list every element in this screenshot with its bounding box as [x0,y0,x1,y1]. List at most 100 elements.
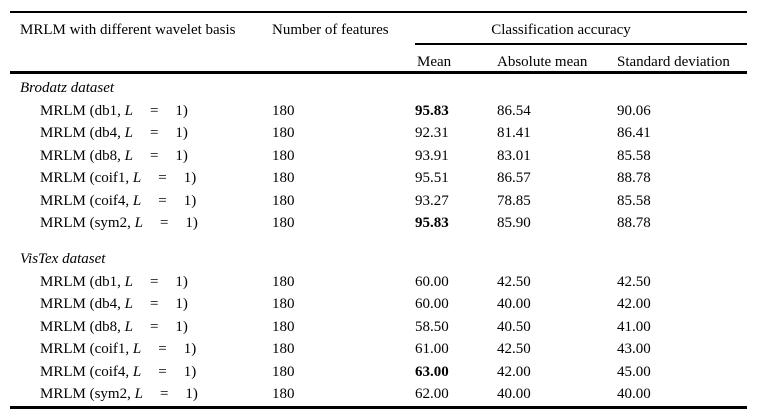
label-value: 1) [183,363,197,380]
label-value: 1) [183,170,197,187]
section-header-row: VisTex dataset [10,235,747,271]
label-equals: = [158,170,167,187]
label-prefix: MRLM (sym2, [40,215,135,232]
standard-deviation-cell: 85.58 [617,192,651,209]
label-variable: L [124,318,133,335]
label-prefix: MRLM (sym2, [40,386,135,403]
features-cell: 180 [272,296,295,313]
table-row: MRLM (sym2, L = 1) 180 62.00 40.00 40.00 [10,384,747,408]
label-equals: = [158,192,167,209]
wavelet-basis-cell: MRLM (db4, L = 1) [10,123,262,146]
mean-cell: 93.91 [415,147,449,164]
label-value: 1) [183,192,197,209]
features-cell: 180 [272,273,295,290]
features-cell: 180 [272,386,295,403]
standard-deviation-cell: 88.78 [617,215,651,232]
wavelet-basis-cell: MRLM (coif1, L = 1) [10,168,262,191]
label-variable: L [132,341,142,358]
label-variable: L [124,147,133,164]
absolute-mean-cell: 40.50 [497,318,531,335]
table-row: MRLM (db4, L = 1) 180 60.00 40.00 42.00 [10,294,747,317]
label-prefix: MRLM (db8, [40,318,125,335]
table-header: MRLM with different wavelet basis Number… [10,12,747,74]
table-row: MRLM (coif1, L = 1) 180 95.51 86.57 88.78 [10,168,747,191]
standard-deviation-cell: 40.00 [617,386,651,403]
label-variable: L [132,192,142,209]
mean-cell: 60.00 [415,273,449,290]
wavelet-basis-cell: MRLM (coif1, L = 1) [10,339,262,362]
label-value: 1) [175,296,188,313]
mean-cell: 93.27 [415,192,449,209]
features-cell: 180 [272,341,295,358]
header-row-1: MRLM with different wavelet basis Number… [10,12,747,74]
wavelet-basis-cell: MRLM (db8, L = 1) [10,316,262,339]
label-equals: = [159,386,169,403]
label-prefix: MRLM (coif1, [40,170,133,187]
features-cell: 180 [272,125,295,142]
mean-cell: 58.50 [415,318,449,335]
label-prefix: MRLM (coif1, [40,341,133,358]
standard-deviation-cell: 86.41 [617,125,651,142]
label-value: 1) [185,386,198,403]
absolute-mean-cell: 42.50 [497,341,531,358]
absolute-mean-cell: 42.50 [497,273,531,290]
label-variable: L [124,102,133,119]
label-variable: L [132,363,142,380]
table-row: MRLM (db8, L = 1) 180 58.50 40.50 41.00 [10,316,747,339]
wavelet-basis-cell: MRLM (sym2, L = 1) [10,384,262,408]
wavelet-basis-cell: MRLM (sym2, L = 1) [10,213,262,236]
label-prefix: MRLM (coif4, [40,363,133,380]
features-cell: 180 [272,363,295,380]
wavelet-basis-cell: MRLM (db4, L = 1) [10,294,262,317]
label-equals: = [158,363,167,380]
wavelet-basis-cell: MRLM (db8, L = 1) [10,145,262,168]
wavelet-basis-cell: MRLM (coif4, L = 1) [10,361,262,384]
mean-cell: 62.00 [415,386,449,403]
col-header-num-features: Number of features [262,12,415,74]
features-cell: 180 [272,318,295,335]
absolute-mean-cell: 85.90 [497,215,531,232]
label-equals: = [158,341,167,358]
mean-cell: 95.51 [415,170,449,187]
wavelet-basis-cell: MRLM (db1, L = 1) [10,100,262,123]
section-title: VisTex dataset [20,251,106,267]
standard-deviation-cell: 90.06 [617,102,651,119]
mean-cell: 92.31 [415,125,449,142]
standard-deviation-cell: 42.00 [617,296,651,313]
label-variable: L [132,170,142,187]
standard-deviation-cell: 45.00 [617,363,651,380]
label-value: 1) [175,147,188,164]
col-header-classification-accuracy: Classification accuracy [415,12,747,45]
mean-cell: 60.00 [415,296,449,313]
absolute-mean-cell: 42.00 [497,363,531,380]
col-header-mean: Mean [415,44,497,74]
section-title: Brodatz dataset [20,80,115,96]
label-prefix: MRLM (db1, [40,102,125,119]
features-cell: 180 [272,192,295,209]
mean-cell: 61.00 [415,341,449,358]
label-variable: L [124,273,133,290]
header-row-2: Mean Absolute mean Standard deviation [10,44,747,74]
col-header-wavelet-basis: MRLM with different wavelet basis [10,12,262,74]
label-prefix: MRLM (coif4, [40,192,133,209]
features-cell: 180 [272,147,295,164]
label-equals: = [149,273,159,290]
standard-deviation-cell: 43.00 [617,341,651,358]
table-row: MRLM (coif4, L = 1) 180 93.27 78.85 85.58 [10,190,747,213]
mean-cell: 95.83 [415,215,449,232]
features-cell: 180 [272,215,295,232]
table-row: MRLM (sym2, L = 1) 180 95.83 85.90 88.78 [10,213,747,236]
label-value: 1) [183,341,197,358]
label-value: 1) [175,273,188,290]
table-row: MRLM (coif1, L = 1) 180 61.00 42.50 43.00 [10,339,747,362]
label-value: 1) [185,215,198,232]
standard-deviation-cell: 88.78 [617,170,651,187]
label-variable: L [124,296,133,313]
absolute-mean-cell: 83.01 [497,147,531,164]
label-variable: L [134,215,143,232]
col-header-absolute-mean: Absolute mean [497,44,617,74]
label-variable: L [124,125,133,142]
absolute-mean-cell: 86.57 [497,170,531,187]
label-prefix: MRLM (db4, [40,296,125,313]
label-equals: = [149,147,159,164]
